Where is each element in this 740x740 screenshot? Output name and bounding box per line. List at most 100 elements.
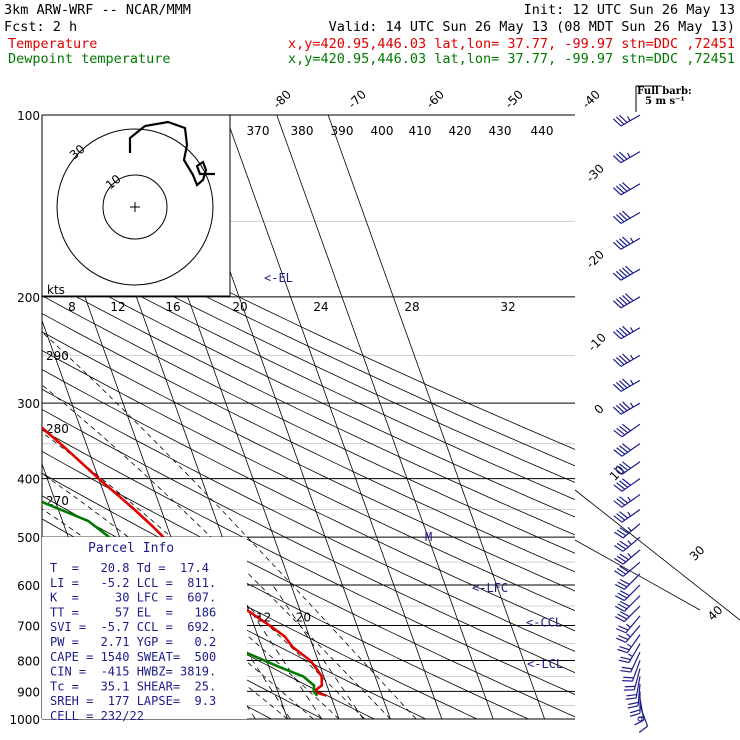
parcel-info-row: SVI = -5.7 CCL = 692. (50, 620, 216, 634)
wind-barb (629, 691, 641, 717)
pressure-label-900: 900 (17, 685, 40, 699)
wind-barb (612, 151, 641, 164)
wind-barb-full (619, 565, 629, 573)
wind-barb-staff (620, 183, 641, 196)
wind-barb-full (619, 645, 630, 651)
barb-legend-unit: 5 m s⁻¹ (645, 96, 685, 107)
wind-barb-full (616, 498, 626, 506)
pressure-label-600: 600 (17, 579, 40, 593)
dry-adiabat (42, 295, 575, 554)
parcel-info-row: CIN = -415 HWBZ= 3819. (50, 665, 216, 679)
isotherm-label: -10 (585, 330, 609, 354)
wind-barb-full (619, 114, 628, 123)
wind-barb (612, 265, 641, 281)
wind-barb-full (620, 669, 631, 673)
wind-barb-full (616, 447, 626, 455)
wind-barb-staff (622, 561, 641, 577)
wind-barb-half (627, 116, 631, 122)
wind-barb (612, 114, 641, 127)
wind-barb-staff (621, 461, 641, 475)
wind-barb (616, 615, 641, 634)
wind-barb (618, 643, 641, 664)
wind-barb (634, 698, 645, 726)
wind-barb-full (615, 357, 625, 366)
wind-barb-half (630, 379, 634, 385)
wind-barb-staff (620, 211, 641, 224)
wind-barb-full (619, 380, 628, 389)
dry-adiabat (42, 211, 575, 467)
wind-barb-full (619, 540, 629, 548)
forecast-hour: Fcst: 2 h (4, 19, 77, 35)
wind-barb-full (613, 484, 623, 492)
wind-barb-full (612, 383, 622, 392)
wind-barb-full (615, 239, 625, 248)
wind-barb-full (634, 719, 645, 726)
wind-barb-staff (635, 676, 641, 699)
wind-barb-staff (621, 423, 641, 438)
wind-barb-staff (620, 354, 641, 367)
pressure-label-800: 800 (17, 654, 40, 668)
wind-barb-half (627, 553, 632, 558)
wind-barb (614, 549, 641, 565)
wind-barb-half (630, 402, 634, 408)
wind-barb-full (618, 659, 630, 664)
wind-barb-full (628, 701, 639, 706)
wind-barb-half (627, 540, 632, 545)
dewpoint-trace (42, 500, 319, 697)
wind-barb-full (612, 406, 622, 415)
dry-adiabat (42, 331, 575, 592)
wind-barb-staff (620, 268, 641, 281)
wind-barb-full (617, 603, 628, 610)
parcel-info-row: TT = 57 EL = 186 (50, 605, 216, 619)
wind-barb-full (616, 628, 627, 634)
wind-barb-full (619, 600, 630, 607)
wind-barb-full (622, 210, 631, 219)
wind-barb-full (616, 555, 627, 563)
wind-barb-full (619, 269, 628, 278)
wind-barb (613, 443, 641, 457)
wind-barb-full (619, 183, 628, 192)
temperature-legend-label: Temperature (8, 36, 97, 52)
pressure-label-200: 200 (17, 291, 40, 305)
dry-adiabat (42, 196, 575, 450)
parcel-info-title: Parcel Info (88, 541, 174, 556)
wind-barb-full (622, 461, 631, 469)
temperature-trace (42, 426, 327, 697)
wind-barb-full (615, 116, 625, 125)
level-marker: <-CCL (526, 615, 562, 629)
wind-barb-half (630, 354, 634, 360)
hodograph-axis-label: 12 (110, 300, 125, 314)
pressure-label-300: 300 (17, 397, 40, 411)
dry-adiabat (42, 450, 575, 718)
level-marker: <-LFC (472, 581, 508, 595)
wind-barb-staff (639, 705, 649, 727)
wind-barb-full (619, 590, 630, 597)
wind-barb-full (626, 693, 637, 697)
wind-barb-full (619, 425, 629, 434)
hodograph-axis-label: 28 (404, 300, 419, 314)
wind-barb-full (619, 355, 628, 364)
theta-label: 390 (331, 124, 354, 138)
wind-barb (627, 683, 641, 709)
wind-barb-full (619, 463, 629, 471)
theta-left-label: 280 (46, 422, 69, 436)
wind-barb-full (612, 187, 622, 196)
wind-barb-full (629, 712, 641, 717)
wind-barb-full (615, 404, 625, 413)
wind-barb-half (627, 653, 633, 658)
wind-barb-full (617, 592, 628, 599)
wind-barb (614, 561, 641, 577)
wind-barb-full (622, 236, 631, 245)
wind-barb-full (627, 705, 639, 709)
hodograph-axis-labels: 8 12 16 20 24 28 32 (68, 300, 515, 314)
wind-barb-full (612, 272, 622, 281)
wind-barb-staff (633, 668, 641, 690)
wind-barb-full (614, 583, 625, 590)
wind-barb-staff (620, 327, 641, 340)
dry-adiabat (42, 388, 575, 652)
wind-barb (622, 660, 641, 682)
wind-barb-staff (620, 151, 641, 164)
wind-barb (612, 236, 641, 250)
pressure-label-500: 500 (17, 531, 40, 545)
wind-barb-full (612, 215, 622, 224)
